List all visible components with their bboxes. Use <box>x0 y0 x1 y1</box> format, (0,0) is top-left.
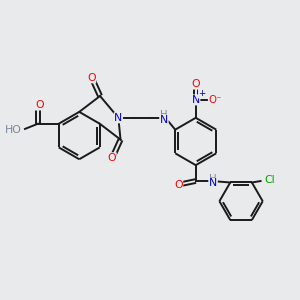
Text: N: N <box>192 95 200 105</box>
Text: O: O <box>87 73 96 83</box>
Text: H: H <box>160 110 168 121</box>
Text: N: N <box>209 178 217 188</box>
Text: O: O <box>191 79 200 89</box>
Text: O⁻: O⁻ <box>208 95 222 105</box>
Text: H: H <box>209 174 217 184</box>
Text: N: N <box>160 115 168 125</box>
Text: O: O <box>35 100 44 110</box>
Text: O: O <box>108 153 116 163</box>
Text: Cl: Cl <box>264 175 274 184</box>
Text: O: O <box>174 180 183 190</box>
Text: +: + <box>199 89 206 98</box>
Text: N: N <box>114 113 122 123</box>
Text: HO: HO <box>4 125 22 135</box>
